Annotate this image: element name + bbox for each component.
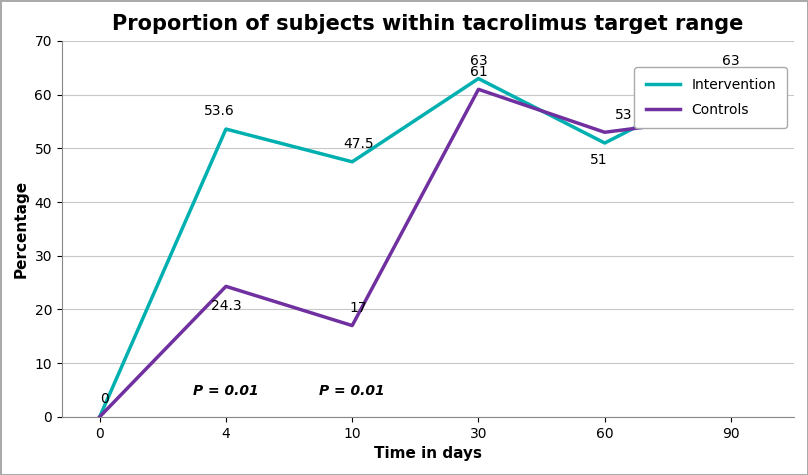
Text: P = 0.01: P = 0.01 bbox=[193, 384, 259, 398]
Controls bbox=[600, 129, 609, 135]
Text: 47.5: 47.5 bbox=[343, 137, 374, 151]
Intervention bbox=[726, 76, 736, 81]
Text: 17: 17 bbox=[350, 301, 368, 315]
Controls bbox=[726, 114, 736, 119]
Y-axis label: Percentage: Percentage bbox=[14, 180, 29, 278]
Text: 53.6: 53.6 bbox=[204, 104, 235, 118]
Controls bbox=[473, 86, 483, 92]
Intervention bbox=[95, 414, 104, 420]
Text: 63: 63 bbox=[469, 54, 487, 68]
Text: 51: 51 bbox=[590, 153, 608, 167]
Line: Controls: Controls bbox=[99, 89, 731, 417]
Controls bbox=[347, 323, 357, 328]
Text: 53: 53 bbox=[615, 107, 633, 122]
Intervention bbox=[221, 126, 231, 132]
Text: 61: 61 bbox=[469, 65, 487, 78]
Text: 63: 63 bbox=[722, 54, 740, 68]
Text: 56: 56 bbox=[722, 91, 740, 105]
Controls bbox=[221, 284, 231, 289]
Intervention bbox=[600, 140, 609, 146]
Intervention bbox=[347, 159, 357, 165]
Controls bbox=[95, 414, 104, 420]
Title: Proportion of subjects within tacrolimus target range: Proportion of subjects within tacrolimus… bbox=[112, 14, 743, 34]
Line: Intervention: Intervention bbox=[99, 78, 731, 417]
Legend: Intervention, Controls: Intervention, Controls bbox=[634, 66, 787, 128]
Text: 0: 0 bbox=[99, 392, 108, 406]
Intervention bbox=[473, 76, 483, 81]
X-axis label: Time in days: Time in days bbox=[374, 446, 482, 461]
Text: 24.3: 24.3 bbox=[211, 299, 242, 313]
Text: P = 0.01: P = 0.01 bbox=[319, 384, 385, 398]
